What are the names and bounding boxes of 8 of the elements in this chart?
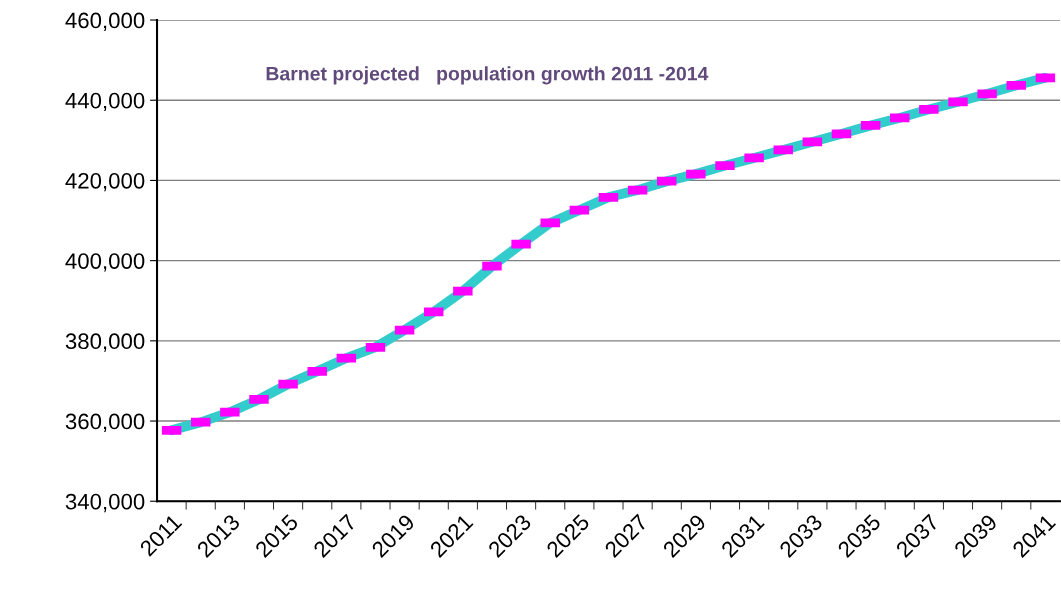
y-tick-label: 420,000 — [65, 172, 145, 192]
y-tick-label: 400,000 — [65, 253, 145, 272]
text: Barnet projected population growth 2011 -2014 — [266, 66, 709, 85]
y-tick-label: 360,000 — [65, 413, 145, 432]
y-tick-label: 460,000 — [65, 12, 145, 31]
y-tick-label: 380,000 — [65, 333, 145, 352]
y-tick-label: 440,000 — [65, 92, 145, 112]
y-tick-label: 340,000 — [65, 493, 145, 513]
